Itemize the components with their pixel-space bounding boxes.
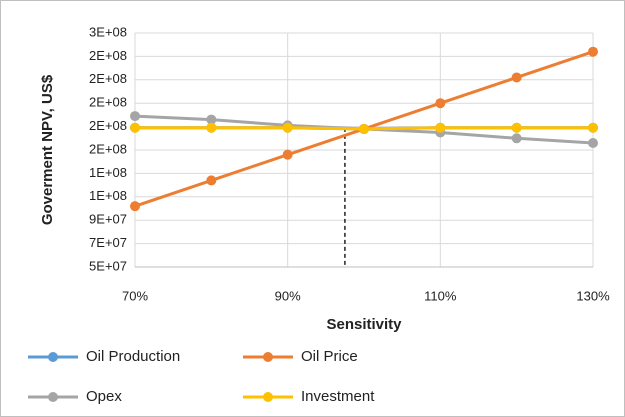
- series-marker: [206, 122, 217, 133]
- legend-label: Oil Price: [301, 348, 358, 365]
- legend-label: Investment: [301, 388, 375, 405]
- y-tick-label: 2E+08: [89, 95, 127, 110]
- y-tick-label: 7E+07: [89, 235, 127, 250]
- series-marker: [359, 123, 369, 134]
- y-tick-label: 9E+07: [89, 212, 127, 227]
- y-tick-label: 2E+08: [89, 118, 127, 133]
- y-tick-label: 2E+08: [89, 48, 127, 63]
- series-marker: [588, 46, 598, 57]
- reference-line: [135, 127, 346, 267]
- series-marker: [282, 149, 293, 160]
- x-tick-label: 70%: [122, 288, 148, 303]
- x-tick-label: 90%: [275, 288, 301, 303]
- series-marker: [511, 72, 522, 83]
- series-marker: [206, 114, 217, 125]
- series-marker: [511, 122, 522, 133]
- legend-marker: [263, 392, 273, 402]
- legend-marker: [48, 392, 58, 402]
- y-tick-label: 1E+08: [89, 188, 127, 203]
- series-marker: [511, 133, 522, 144]
- series-marker: [130, 111, 140, 122]
- series-marker: [130, 122, 140, 133]
- y-tick-label: 2E+08: [89, 141, 127, 156]
- y-tick-label: 3E+08: [89, 24, 127, 39]
- x-tick-label: 110%: [424, 288, 457, 303]
- y-tick-label: 5E+07: [89, 258, 127, 273]
- series-marker: [282, 122, 293, 133]
- series-marker: [206, 175, 217, 186]
- series-marker: [588, 122, 598, 133]
- series-marker: [435, 98, 446, 109]
- series-marker: [588, 137, 598, 148]
- legend-marker: [263, 352, 273, 362]
- series-marker: [435, 122, 446, 133]
- x-tick-label: 130%: [576, 288, 610, 303]
- y-tick-label: 2E+08: [89, 71, 127, 86]
- legend-marker: [48, 352, 58, 362]
- series-marker: [130, 201, 140, 212]
- legend-label: Opex: [86, 388, 122, 405]
- x-axis-title: Sensitivity: [326, 316, 402, 333]
- y-tick-label: 1E+08: [89, 165, 127, 180]
- y-axis-title: Goverment NPV, US$: [39, 74, 56, 225]
- legend-label: Oil Production: [86, 348, 180, 365]
